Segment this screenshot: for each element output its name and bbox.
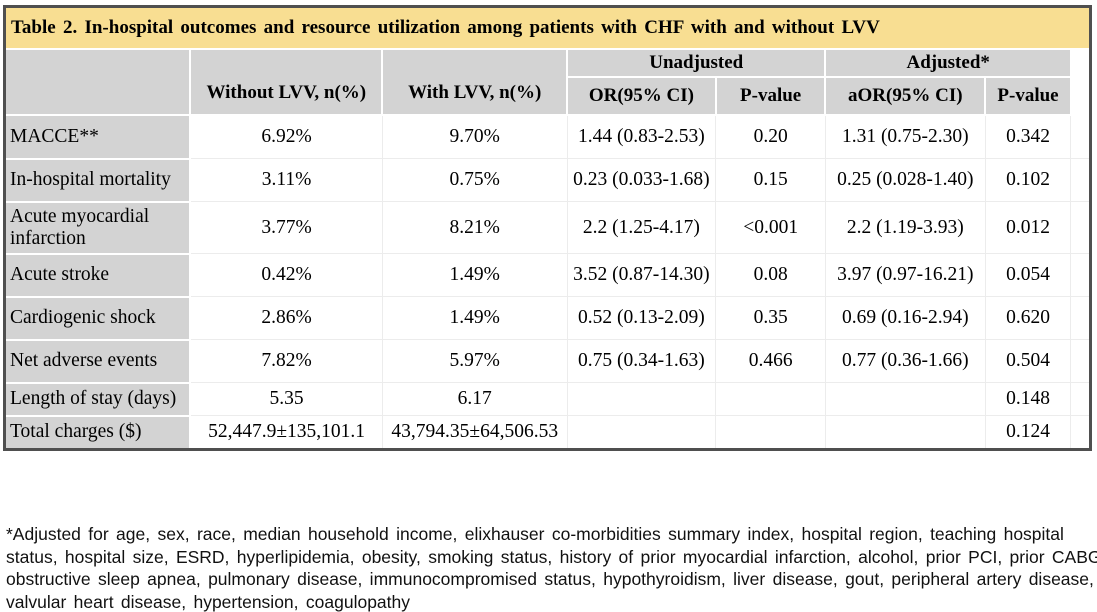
cell-with-lvv: 6.17 — [381, 382, 568, 416]
cell-without-lvv: 3.11% — [189, 158, 383, 202]
title-row: Table 2. In-hospital outcomes and resour… — [4, 6, 1091, 49]
cell-adjusted-p-value: 0.620 — [984, 296, 1072, 340]
cell-p-value — [715, 415, 826, 450]
table-row: Net adverse events 7.82% 5.97% 0.75 (0.3… — [3, 338, 1091, 384]
footnotes: *Adjusted for age, sex, race, median hou… — [6, 478, 1097, 612]
cell-or-ci: 2.2 (1.25-4.17) — [566, 201, 717, 254]
column-header-row: OR(95% CI) P-value aOR(95% CI) P-value — [5, 76, 1091, 116]
table-row: Acute myocardial infarction 3.77% 8.21% … — [3, 200, 1091, 255]
cell-adjusted-p-value: 0.054 — [984, 253, 1072, 297]
row-label: Length of stay (days) — [3, 381, 192, 417]
column-header-adjusted-p-value: P-value — [984, 76, 1072, 116]
cell-aor-ci: 0.25 (0.028-1.40) — [824, 158, 986, 202]
table-row: Acute stroke 0.42% 1.49% 3.52 (0.87-14.3… — [3, 252, 1091, 298]
column-header-p-value: P-value — [714, 76, 827, 116]
cell-adjusted-p-value: 0.102 — [984, 158, 1072, 202]
cell-p-value: 0.15 — [715, 158, 826, 202]
row-label: In-hospital mortality — [3, 157, 192, 203]
cell-or-ci: 3.52 (0.87-14.30) — [566, 253, 717, 297]
cell-with-lvv: 1.49% — [381, 296, 568, 340]
cell-without-lvv: 3.77% — [189, 201, 383, 254]
cell-or-ci: 0.23 (0.033-1.68) — [566, 158, 717, 202]
cell-without-lvv: 0.42% — [189, 253, 383, 297]
cell-p-value: 0.466 — [715, 339, 826, 383]
cell-without-lvv: 52,447.9±135,101.1 — [189, 415, 383, 450]
cell-p-value: 0.08 — [715, 253, 826, 297]
row-label: Cardiogenic shock — [3, 295, 192, 341]
cell-or-ci: 0.52 (0.13-2.09) — [566, 296, 717, 340]
spacer-cell — [1070, 296, 1091, 340]
cell-without-lvv: 6.92% — [189, 114, 383, 159]
table-row: Length of stay (days) 5.35 6.17 0.148 — [3, 381, 1091, 417]
spacer-cell — [1070, 114, 1091, 159]
cell-aor-ci: 0.77 (0.36-1.66) — [824, 339, 986, 383]
cell-with-lvv: 43,794.35±64,506.53 — [381, 415, 568, 450]
row-label: Acute myocardial infarction — [3, 200, 192, 255]
cell-aor-ci: 2.2 (1.19-3.93) — [824, 201, 986, 254]
cell-with-lvv: 8.21% — [381, 201, 568, 254]
column-header-with-lvv: With LVV, n(%) — [381, 48, 569, 116]
row-label: Total charges ($) — [3, 414, 192, 451]
cell-without-lvv: 7.82% — [189, 339, 383, 383]
cell-aor-ci: 3.97 (0.97-16.21) — [824, 253, 986, 297]
cell-or-ci — [566, 415, 717, 450]
spacer-cell — [1070, 253, 1091, 297]
cell-with-lvv: 0.75% — [381, 158, 568, 202]
cell-aor-ci — [824, 415, 986, 450]
spacer-cell — [1070, 415, 1091, 450]
cell-adjusted-p-value: 0.148 — [984, 382, 1072, 416]
row-label: MACCE** — [3, 114, 192, 160]
cell-p-value: 0.20 — [715, 114, 826, 159]
cell-aor-ci: 0.69 (0.16-2.94) — [824, 296, 986, 340]
table-row: MACCE** 6.92% 9.70% 1.44 (0.83-2.53) 0.2… — [3, 114, 1091, 160]
spacer-cell — [1070, 339, 1091, 383]
group-header-row: Without LVV, n(%) With LVV, n(%) Unadjus… — [3, 48, 1092, 116]
table-body: MACCE** 6.92% 9.70% 1.44 (0.83-2.53) 0.2… — [3, 114, 1091, 451]
spacer-column-header — [1069, 48, 1092, 116]
cell-p-value: 0.35 — [715, 296, 826, 340]
row-label: Net adverse events — [3, 338, 192, 384]
cell-without-lvv: 2.86% — [189, 296, 383, 340]
cell-adjusted-p-value: 0.012 — [984, 201, 1072, 254]
cell-adjusted-p-value: 0.342 — [984, 114, 1072, 159]
table-row: In-hospital mortality 3.11% 0.75% 0.23 (… — [3, 157, 1091, 203]
cell-aor-ci — [824, 382, 986, 416]
cell-or-ci: 0.75 (0.34-1.63) — [566, 339, 717, 383]
column-header-or-ci: OR(95% CI) — [566, 76, 717, 116]
cell-adjusted-p-value: 0.504 — [984, 339, 1072, 383]
corner-cell — [3, 48, 192, 116]
cell-with-lvv: 1.49% — [381, 253, 568, 297]
cell-with-lvv: 5.97% — [381, 339, 568, 383]
cell-or-ci — [566, 382, 717, 416]
group-header-unadjusted: Unadjusted — [566, 48, 827, 78]
cell-p-value: <0.001 — [715, 201, 826, 254]
footnote-adjusted: *Adjusted for age, sex, race, median hou… — [6, 524, 1097, 612]
group-header-adjusted: Adjusted* — [824, 48, 1072, 78]
cell-or-ci: 1.44 (0.83-2.53) — [566, 114, 717, 159]
cell-p-value — [715, 382, 826, 416]
cell-with-lvv: 9.70% — [381, 114, 568, 159]
spacer-cell — [1070, 158, 1091, 202]
cell-aor-ci: 1.31 (0.75-2.30) — [824, 114, 986, 159]
table-row: Total charges ($) 52,447.9±135,101.1 43,… — [3, 414, 1091, 451]
column-header-aor-ci: aOR(95% CI) — [824, 76, 987, 116]
row-label: Acute stroke — [3, 252, 192, 298]
cell-without-lvv: 5.35 — [189, 382, 383, 416]
column-header-without-lvv: Without LVV, n(%) — [189, 48, 384, 116]
table-row: Cardiogenic shock 2.86% 1.49% 0.52 (0.13… — [3, 295, 1091, 341]
spacer-cell — [1070, 382, 1091, 416]
table-title: Table 2. In-hospital outcomes and resour… — [4, 6, 1091, 49]
spacer-cell — [1070, 201, 1091, 254]
cell-adjusted-p-value: 0.124 — [984, 415, 1072, 450]
outcomes-table: Table 2. In-hospital outcomes and resour… — [3, 5, 1092, 451]
